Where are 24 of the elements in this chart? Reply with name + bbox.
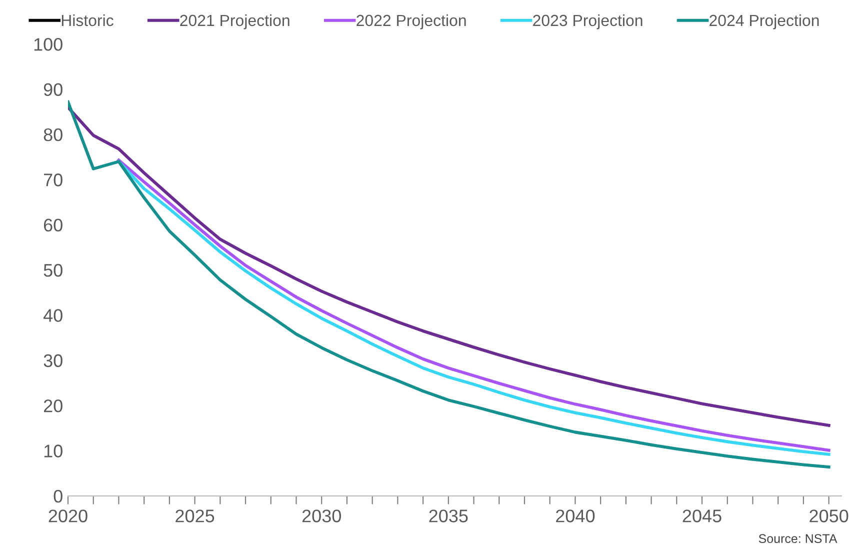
y-tick-label: 0 <box>54 490 62 503</box>
legend-label: 2021 Projection <box>180 14 290 30</box>
y-tick-label: 90 <box>44 83 62 96</box>
y-tick-label: 50 <box>44 264 62 277</box>
source-note: Source: NSTA <box>758 534 838 544</box>
legend-label: 2022 Projection <box>356 14 466 30</box>
x-tick-label: 2020 <box>48 510 88 522</box>
x-tick-label: 2040 <box>556 510 595 522</box>
y-tick-label: 10 <box>44 444 62 458</box>
legend-label: 2023 Projection <box>533 14 642 30</box>
y-tick-label: 30 <box>44 354 62 368</box>
x-tick-label: 2030 <box>302 510 341 522</box>
legend-label: Historic <box>62 14 114 26</box>
y-tick-label: 40 <box>43 309 62 322</box>
y-tick-label: 70 <box>44 174 62 186</box>
x-tick-label: 2035 <box>429 510 468 522</box>
x-tick-label: 2025 <box>176 510 214 522</box>
legend-label: 2024 Projection <box>710 14 819 30</box>
y-tick-label: 80 <box>44 128 62 142</box>
x-tick-label: 2050 <box>810 510 848 522</box>
y-tick-label: 60 <box>44 218 62 232</box>
y-tick-label: 20 <box>44 399 62 412</box>
x-tick-label: 2045 <box>682 510 722 522</box>
y-tick-label: 100 <box>34 38 62 51</box>
